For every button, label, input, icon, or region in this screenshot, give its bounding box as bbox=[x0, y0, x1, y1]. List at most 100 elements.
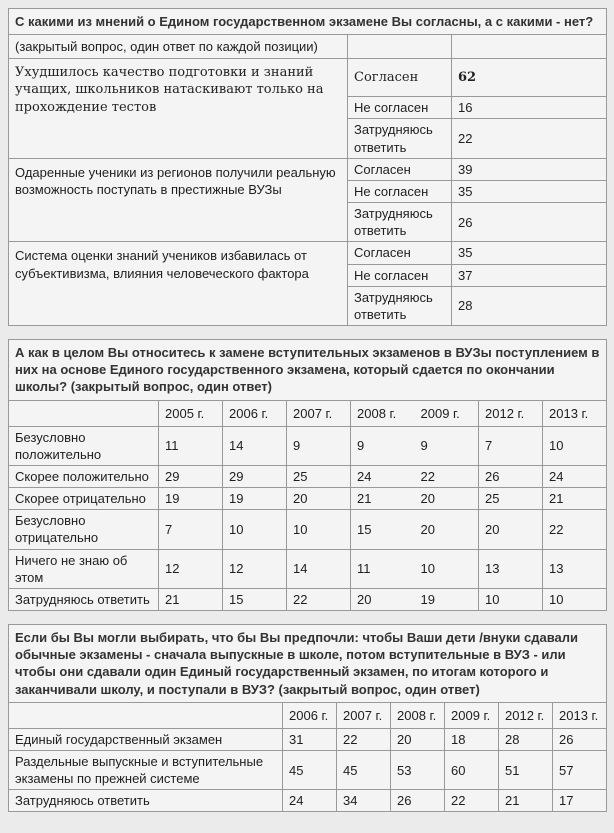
value-cell: 10 bbox=[286, 509, 351, 550]
value-cell: 22 bbox=[541, 509, 608, 550]
value-cell: 20 bbox=[350, 587, 415, 612]
value-cell: 21 bbox=[498, 789, 553, 813]
value-cell: 19 bbox=[222, 487, 287, 511]
value-cell: 17 bbox=[551, 789, 608, 813]
row-label-cell: Безусловно положительно bbox=[8, 425, 159, 466]
answer-value-cell: 22 bbox=[450, 118, 608, 159]
answer-label-cell: Не согласен bbox=[347, 179, 452, 204]
table1-title: С какими из мнений о Едином государствен… bbox=[7, 7, 608, 36]
value-cell: 10 bbox=[541, 425, 608, 466]
table3-title-row: Если бы Вы могли выбирать, что бы Вы пре… bbox=[7, 624, 608, 703]
answer-label-cell: Согласен bbox=[347, 58, 452, 98]
value-cell: 21 bbox=[158, 587, 223, 612]
data-row: Безусловно положительно 11 14 9 9 9 7 10 bbox=[8, 425, 608, 466]
answer-value-cell: 39 bbox=[450, 157, 608, 181]
value-cell: 29 bbox=[158, 464, 223, 489]
row-label-cell: Скорее отрицательно bbox=[8, 487, 159, 511]
year-header-row: 2005 г. 2006 г. 2007 г. 2008 г. 2009 г. 2012 … bbox=[8, 399, 608, 427]
value-cell: 10 bbox=[222, 509, 287, 550]
table1-subtitle-row: (закрытый вопрос, один ответ по каждой п… bbox=[8, 34, 608, 60]
year-header-cell: 2008 г. bbox=[390, 701, 445, 729]
table1-title-row: С какими из мнений о Едином государствен… bbox=[7, 7, 608, 36]
value-cell: 34 bbox=[336, 789, 391, 813]
table3-title: Если бы Вы могли выбирать, что бы Вы пре… bbox=[7, 624, 608, 703]
value-cell: 13 bbox=[541, 548, 608, 589]
value-cell: 18 bbox=[444, 727, 499, 752]
value-cell: 11 bbox=[350, 548, 415, 589]
data-row: Затрудняюсь ответить 21 15 22 20 19 10 10 bbox=[8, 587, 608, 612]
answer-value-cell: 35 bbox=[450, 179, 608, 204]
value-cell: 31 bbox=[282, 727, 337, 752]
year-header-cell: 2007 г. bbox=[286, 399, 351, 427]
value-cell: 9 bbox=[414, 425, 479, 466]
row-label-cell: Затрудняюсь ответить bbox=[8, 587, 159, 612]
year-header-cell: 2008 г. bbox=[350, 399, 415, 427]
value-cell: 9 bbox=[286, 425, 351, 466]
value-cell: 57 bbox=[551, 749, 608, 791]
year-header-cell: 2013 г. bbox=[541, 399, 608, 427]
table-ege-opinions: С какими из мнений о Едином государствен… bbox=[7, 7, 608, 327]
statement-cell: Система оценки знаний учеников избавилас… bbox=[8, 241, 348, 327]
value-cell: 22 bbox=[414, 464, 479, 489]
answer-label-cell: Согласен bbox=[347, 241, 452, 265]
answer-value-cell: 28 bbox=[450, 285, 608, 327]
table1-answer-row: Ухудшилось качество подготовки и знаний … bbox=[8, 58, 608, 159]
data-row: Затрудняюсь ответить 24 34 26 22 21 17 bbox=[8, 789, 608, 813]
value-cell: 28 bbox=[498, 727, 553, 752]
answer-value-cell: 16 bbox=[450, 96, 608, 120]
empty-corner-cell bbox=[8, 399, 159, 427]
answer-value-cell: 62 bbox=[450, 58, 608, 98]
value-cell: 45 bbox=[282, 749, 337, 791]
year-header-cell: 2009 г. bbox=[444, 701, 499, 729]
table1-answer-row: Не согласен 35 bbox=[9, 179, 608, 204]
value-cell: 7 bbox=[158, 509, 223, 550]
answer-label-cell: Затрудняюсь ответить bbox=[347, 202, 452, 243]
value-cell: 25 bbox=[478, 487, 543, 511]
row-label-cell: Раздельные выпускные и вступительные экз… bbox=[8, 749, 283, 791]
answer-value-cell: 26 bbox=[450, 202, 608, 243]
value-cell: 29 bbox=[222, 464, 287, 489]
year-header-cell: 2005 г. bbox=[158, 399, 223, 427]
empty-cell bbox=[450, 34, 608, 60]
value-cell: 15 bbox=[222, 587, 287, 612]
value-cell: 26 bbox=[551, 727, 608, 752]
data-row: Скорее отрицательно 19 19 20 21 20 25 21 bbox=[8, 487, 608, 511]
value-cell: 9 bbox=[350, 425, 415, 466]
row-label-cell: Единый государственный экзамен bbox=[8, 727, 283, 752]
value-cell: 26 bbox=[390, 789, 445, 813]
row-label-cell: Затрудняюсь ответить bbox=[8, 789, 283, 813]
value-cell: 7 bbox=[478, 425, 543, 466]
answer-value-cell: 37 bbox=[450, 263, 608, 287]
value-cell: 22 bbox=[286, 587, 351, 612]
value-cell: 15 bbox=[350, 509, 415, 550]
table1-answer-row: Затрудняюсь ответить 26 bbox=[9, 202, 608, 243]
table1-subtitle: (закрытый вопрос, один ответ по каждой п… bbox=[8, 34, 348, 60]
answer-label-cell: Согласен bbox=[347, 157, 452, 181]
data-row: Скорее положительно 29 29 25 24 22 26 24 bbox=[8, 464, 608, 489]
value-cell: 21 bbox=[350, 487, 415, 511]
value-cell: 20 bbox=[414, 487, 479, 511]
value-cell: 10 bbox=[541, 587, 608, 612]
value-cell: 12 bbox=[222, 548, 287, 589]
data-row: Раздельные выпускные и вступительные экз… bbox=[8, 749, 608, 791]
empty-corner-cell bbox=[8, 701, 283, 729]
value-cell: 24 bbox=[282, 789, 337, 813]
value-cell: 51 bbox=[498, 749, 553, 791]
value-cell: 60 bbox=[444, 749, 499, 791]
answer-label-cell: Не согласен bbox=[347, 263, 452, 287]
table-attitude-by-year: А как в целом Вы относитесь к замене вст… bbox=[7, 339, 608, 612]
data-row: Единый государственный экзамен 31 22 20 18 28… bbox=[8, 727, 608, 752]
row-label-cell: Безусловно отрицательно bbox=[8, 509, 159, 550]
value-cell: 19 bbox=[158, 487, 223, 511]
year-header-cell: 2009 г. bbox=[414, 399, 479, 427]
value-cell: 14 bbox=[286, 548, 351, 589]
empty-cell bbox=[347, 34, 452, 60]
value-cell: 21 bbox=[541, 487, 608, 511]
value-cell: 13 bbox=[478, 548, 543, 589]
value-cell: 24 bbox=[541, 464, 608, 489]
data-row: Безусловно отрицательно 7 10 10 15 20 20 22 bbox=[8, 509, 608, 550]
value-cell: 25 bbox=[286, 464, 351, 489]
value-cell: 45 bbox=[336, 749, 391, 791]
year-header-cell: 2012 г. bbox=[478, 399, 543, 427]
answer-label-cell: Затрудняюсь ответить bbox=[347, 285, 452, 327]
